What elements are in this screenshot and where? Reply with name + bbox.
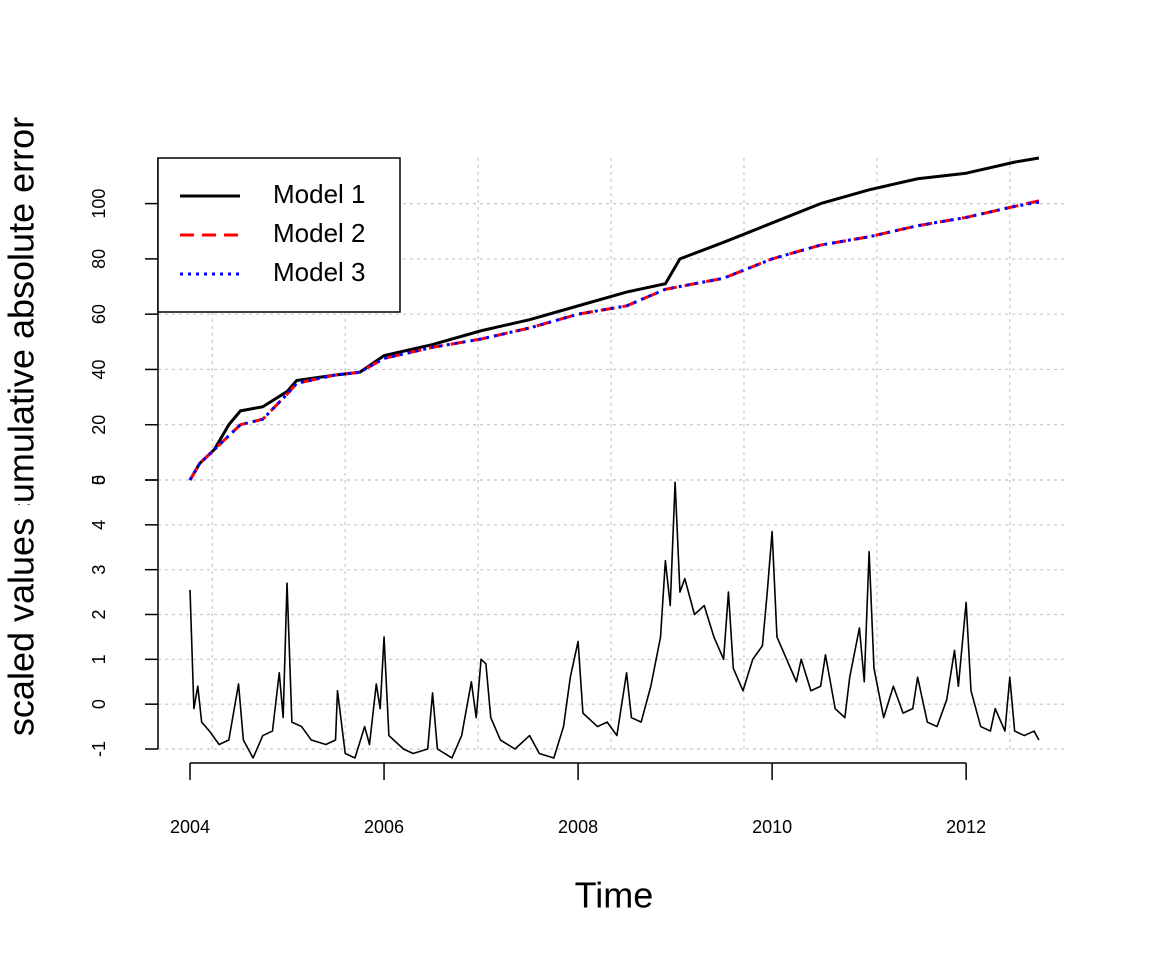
plot-area: [188, 156, 1040, 759]
grid: [158, 158, 1068, 750]
y-tick-label: 5: [89, 475, 109, 485]
legend-label: Model 3: [273, 257, 366, 287]
data-line: [188, 156, 1040, 481]
y-label-clip: cumulative absolute error: [1, 117, 42, 521]
y-tick-label: 2: [89, 609, 109, 619]
y-tick-label: 4: [89, 520, 109, 530]
x-tick-label: 2008: [558, 817, 598, 837]
y-axis-label: scaled values: [1, 518, 42, 736]
x-tick-label: 2004: [170, 817, 210, 837]
y-tick-label: -1: [89, 741, 109, 757]
legend-box: [157, 157, 401, 313]
x-tick-label: 2012: [946, 817, 986, 837]
y-tick-label: 1: [89, 654, 109, 664]
y-tick-label: 40: [89, 359, 109, 379]
y-tick-label: 80: [89, 249, 109, 269]
y-axis-label: cumulative absolute error: [1, 117, 42, 521]
y-tick-label: 20: [89, 415, 109, 435]
y-tick-label: 0: [89, 699, 109, 709]
data-line: [188, 199, 1040, 481]
y-tick-label: 3: [89, 565, 109, 575]
y-tick-label: 100: [89, 189, 109, 219]
legend-label: Model 2: [273, 218, 366, 248]
legend-label: Model 1: [273, 179, 366, 209]
x-tick-label: 2010: [752, 817, 792, 837]
y-tick-label: 0: [89, 475, 109, 485]
legend: Model 1 Model 2 Model 3: [157, 157, 401, 313]
y-tick-label: 60: [89, 304, 109, 324]
data-line: [189, 481, 1040, 759]
x-tick-label: 2006: [364, 817, 404, 837]
x-axis-label: Time: [575, 875, 654, 916]
